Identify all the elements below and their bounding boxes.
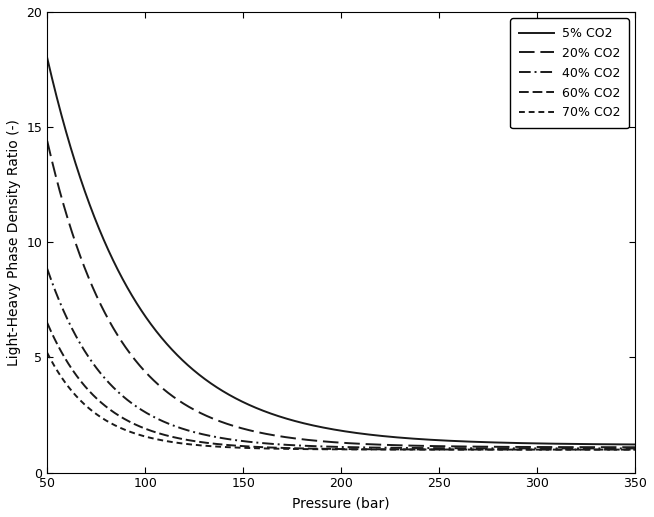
70% CO2 bbox=[502, 447, 509, 453]
40% CO2 bbox=[502, 445, 509, 451]
5% CO2 bbox=[302, 421, 310, 427]
40% CO2 bbox=[302, 443, 310, 449]
70% CO2 bbox=[103, 418, 111, 424]
60% CO2 bbox=[447, 446, 455, 452]
5% CO2 bbox=[103, 245, 111, 251]
5% CO2 bbox=[512, 440, 520, 446]
20% CO2 bbox=[512, 444, 520, 450]
5% CO2 bbox=[502, 439, 509, 446]
70% CO2 bbox=[43, 350, 51, 356]
5% CO2 bbox=[631, 442, 639, 448]
Line: 5% CO2: 5% CO2 bbox=[47, 58, 635, 445]
20% CO2 bbox=[631, 444, 639, 450]
40% CO2 bbox=[512, 445, 520, 451]
Line: 70% CO2: 70% CO2 bbox=[47, 353, 635, 450]
20% CO2 bbox=[502, 444, 509, 450]
60% CO2 bbox=[281, 445, 289, 451]
70% CO2 bbox=[512, 447, 520, 453]
40% CO2 bbox=[43, 266, 51, 272]
20% CO2 bbox=[43, 138, 51, 144]
5% CO2 bbox=[447, 438, 455, 444]
Y-axis label: Light-Heavy Phase Density Ratio (-): Light-Heavy Phase Density Ratio (-) bbox=[7, 119, 21, 366]
5% CO2 bbox=[43, 55, 51, 61]
60% CO2 bbox=[512, 447, 520, 453]
60% CO2 bbox=[631, 447, 639, 453]
Line: 20% CO2: 20% CO2 bbox=[47, 141, 635, 447]
Line: 60% CO2: 60% CO2 bbox=[47, 323, 635, 450]
60% CO2 bbox=[103, 404, 111, 410]
70% CO2 bbox=[631, 447, 639, 453]
20% CO2 bbox=[302, 437, 310, 443]
60% CO2 bbox=[502, 447, 509, 453]
60% CO2 bbox=[43, 320, 51, 326]
60% CO2 bbox=[302, 446, 310, 452]
40% CO2 bbox=[631, 445, 639, 451]
20% CO2 bbox=[281, 434, 289, 440]
40% CO2 bbox=[103, 378, 111, 384]
5% CO2 bbox=[281, 415, 289, 421]
Line: 40% CO2: 40% CO2 bbox=[47, 269, 635, 448]
20% CO2 bbox=[103, 314, 111, 321]
40% CO2 bbox=[447, 445, 455, 451]
70% CO2 bbox=[302, 446, 310, 452]
20% CO2 bbox=[447, 443, 455, 449]
70% CO2 bbox=[281, 446, 289, 452]
X-axis label: Pressure (bar): Pressure (bar) bbox=[292, 496, 390, 510]
Legend: 5% CO2, 20% CO2, 40% CO2, 60% CO2, 70% CO2: 5% CO2, 20% CO2, 40% CO2, 60% CO2, 70% C… bbox=[510, 18, 629, 128]
70% CO2 bbox=[447, 447, 455, 453]
40% CO2 bbox=[281, 442, 289, 448]
